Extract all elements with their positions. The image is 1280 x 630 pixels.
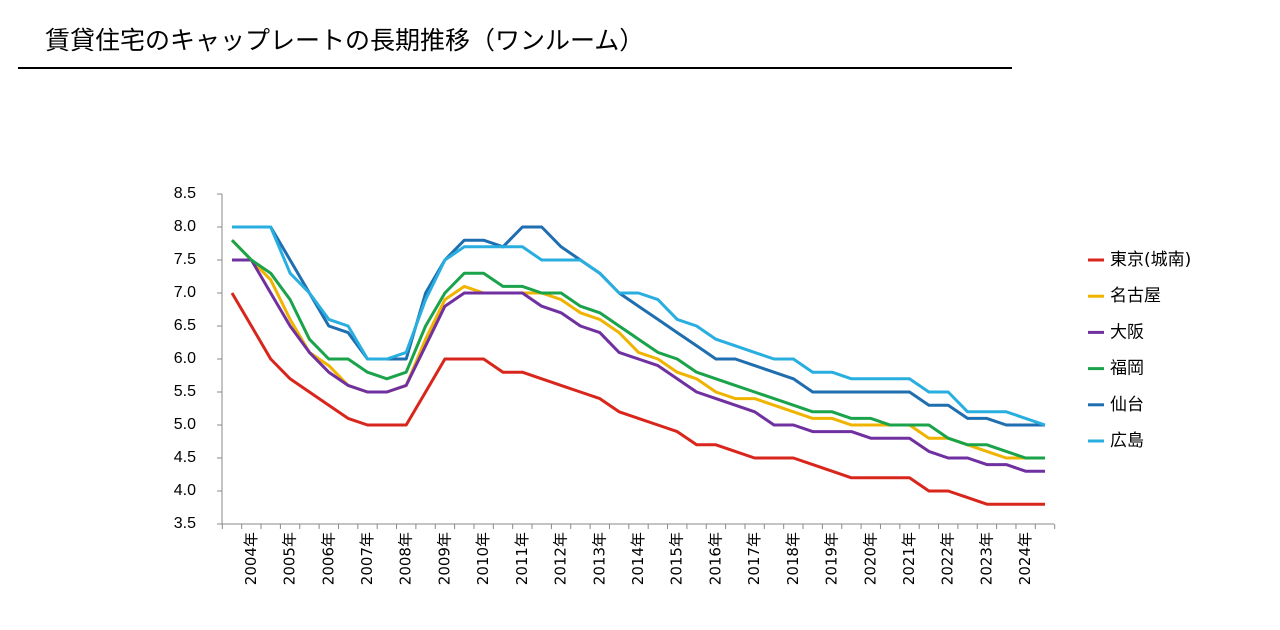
x-tick-label: 2016年 bbox=[706, 532, 724, 585]
x-tick-label: 2010年 bbox=[474, 532, 492, 585]
series-line bbox=[230, 239, 1045, 460]
x-tick-label: 2015年 bbox=[668, 532, 686, 585]
y-tick-label: 7.0 bbox=[174, 284, 196, 301]
legend-label: 東京(城南) bbox=[1110, 250, 1191, 270]
series-line bbox=[232, 258, 1045, 473]
x-tick-label: 2008年 bbox=[397, 532, 415, 585]
series-line bbox=[232, 225, 1045, 427]
chart-title: 賃貸住宅のキャップレートの長期推移（ワンルーム） bbox=[45, 26, 644, 55]
y-tick-label: 6.5 bbox=[174, 317, 196, 334]
x-tick-label: 2017年 bbox=[745, 532, 763, 585]
y-tick-label: 6.0 bbox=[174, 350, 196, 367]
y-tick-label: 4.0 bbox=[174, 482, 196, 499]
x-tick-label: 2024年 bbox=[1016, 532, 1034, 585]
legend-label: 名古屋 bbox=[1110, 286, 1161, 306]
x-tick-label: 2020年 bbox=[861, 532, 879, 585]
y-tick-label: 7.5 bbox=[174, 251, 196, 268]
x-tick-label: 2022年 bbox=[939, 532, 957, 585]
x-tick-label: 2021年 bbox=[900, 532, 918, 585]
x-tick-label: 2005年 bbox=[281, 532, 299, 585]
x-tick-label: 2004年 bbox=[242, 532, 260, 585]
x-tick-label: 2018年 bbox=[784, 532, 802, 585]
x-tick-label: 2009年 bbox=[435, 532, 453, 585]
x-tick-label: 2019年 bbox=[823, 532, 841, 585]
x-tick-label: 2023年 bbox=[977, 532, 995, 585]
legend-label: 大阪 bbox=[1110, 322, 1144, 342]
x-tick-label: 2011年 bbox=[513, 532, 531, 585]
x-tick-label: 2013年 bbox=[590, 532, 608, 585]
x-tick-label: 2007年 bbox=[358, 532, 376, 585]
legend-label: 仙台 bbox=[1110, 395, 1144, 415]
y-tick-label: 8.0 bbox=[174, 218, 196, 235]
legend-label: 福岡 bbox=[1110, 359, 1144, 379]
x-tick-label: 2012年 bbox=[552, 532, 570, 585]
y-tick-label: 5.0 bbox=[174, 416, 196, 433]
legend-label: 広島 bbox=[1110, 431, 1144, 451]
y-tick-label: 5.5 bbox=[174, 383, 196, 400]
y-tick-label: 3.5 bbox=[174, 515, 196, 532]
x-tick-label: 2014年 bbox=[629, 532, 647, 585]
x-tick-label: 2006年 bbox=[319, 532, 337, 585]
series-line bbox=[232, 225, 1046, 427]
y-tick-label: 8.5 bbox=[174, 185, 196, 202]
y-tick-label: 4.5 bbox=[174, 449, 196, 466]
series-line bbox=[230, 292, 1045, 506]
